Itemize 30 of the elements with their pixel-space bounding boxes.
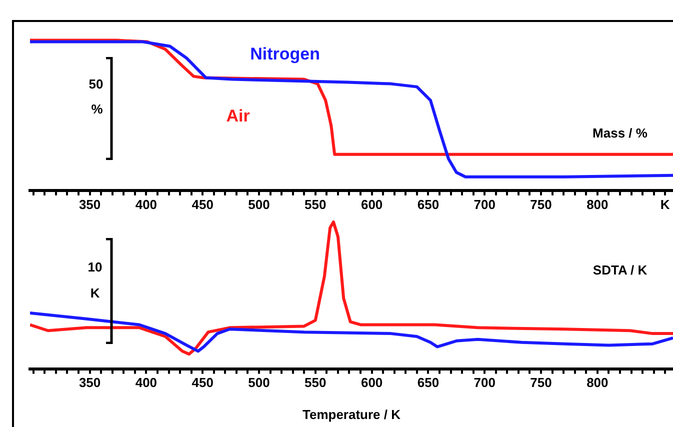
series-label: Nitrogen — [250, 44, 320, 64]
x-tick-label: 550 — [304, 375, 326, 390]
series-label: Air — [226, 106, 250, 126]
x-tick-label: 450 — [192, 375, 214, 390]
x-tick-label: 700 — [474, 196, 496, 212]
x-tick-label: 450 — [192, 196, 214, 212]
x-tick-label: 500 — [248, 375, 270, 390]
x-tick-label: 650 — [417, 196, 440, 212]
annotation: % — [91, 102, 104, 117]
x-tick-label: 700 — [474, 375, 496, 390]
annotation: 10 — [88, 260, 102, 275]
x-tick-label: K — [660, 196, 670, 212]
annotation: K — [90, 286, 100, 301]
x-tick-label: 600 — [360, 196, 383, 212]
x-tick-label: 750 — [530, 375, 552, 390]
x-tick-label: 800 — [586, 196, 608, 212]
x-tick-label: 500 — [248, 196, 270, 212]
y-axis-title: SDTA / K — [592, 262, 648, 278]
x-tick-label: 800 — [586, 375, 608, 390]
x-tick-label: 750 — [530, 196, 552, 212]
x-tick-label: 550 — [304, 196, 326, 212]
annotation: 50 — [88, 76, 104, 92]
x-tick-label: 350 — [78, 196, 101, 212]
x-axis-title: Temperature / K — [302, 406, 402, 422]
x-tick-label: 350 — [78, 375, 101, 390]
x-tick-label: 400 — [135, 375, 158, 390]
y-axis-title: Mass / % — [592, 126, 648, 141]
x-tick-label: 600 — [360, 375, 383, 390]
x-tick-label: 400 — [135, 196, 158, 212]
x-tick-label: 650 — [417, 375, 440, 390]
